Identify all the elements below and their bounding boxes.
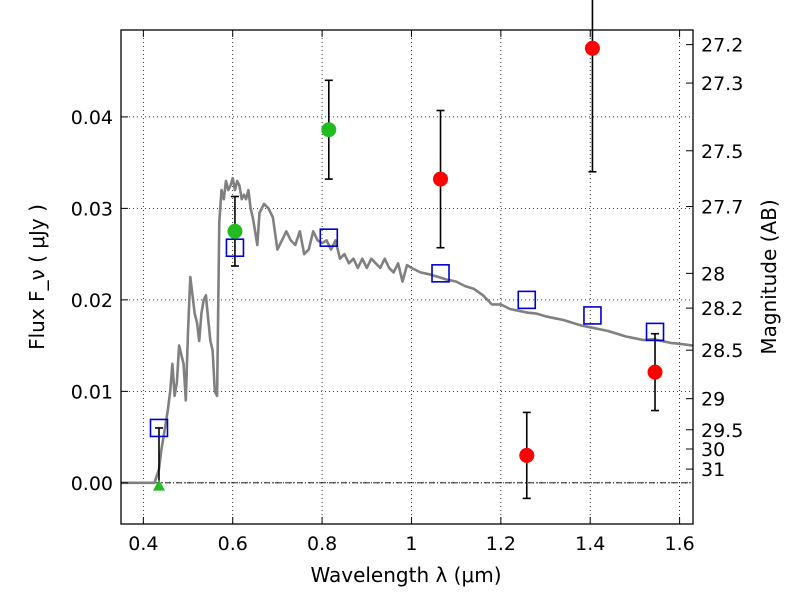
model-flux-square [319,228,339,247]
y2-tick-label: 29 [701,389,725,411]
y2-axis-label: Magnitude (AB) [757,199,781,354]
x-tick-label: 1.4 [575,533,605,555]
y2-tick-label: 28 [701,263,725,285]
y2-tick-label: 27.7 [701,197,743,219]
y2-tick-label: 31 [701,459,725,481]
data-layer [121,176,693,485]
y2-tick-label: 27.3 [701,73,743,95]
y2-tick-label: 27.5 [701,141,743,163]
markers [149,40,665,491]
plot-frame [120,29,694,525]
model-flux-square [225,238,245,258]
x-tick-label: 0.8 [307,533,337,555]
y2-tick-label: 28.2 [701,298,743,320]
model-flux-square [149,418,169,438]
tick-labels: 0.4 0.6 0.8 1 1.2 1.4 1.6 0.00 0.01 0.02 0.03 0.04 2… [71,35,744,555]
upper-limit-triangle [152,479,165,491]
model-flux-square [431,264,450,283]
plot-area [121,30,693,524]
model-flux-square [645,322,665,342]
x-tick-label: 1 [405,533,417,555]
observed-flux-point [519,447,535,463]
x-axis-label: Wavelength λ (μm) [310,563,501,587]
observed-flux-point [433,171,449,187]
x-tick-label: 0.4 [128,533,158,555]
model-flux-square [517,290,537,310]
ticks [121,30,693,524]
observed-flux-point [227,223,243,239]
x-tick-label: 1.6 [664,533,694,555]
observed-flux-point [321,122,337,138]
y-axis-label: Flux F_ν ( μJy ) [25,204,49,350]
observed-flux-point [647,364,663,380]
x-tick-label: 1.2 [486,533,516,555]
observed-flux-point [584,40,600,56]
y-tick-label: 0.03 [71,198,113,220]
x-tick-label: 0.6 [218,533,248,555]
y-tick-label: 0.02 [71,290,113,312]
y2-tick-label: 29.5 [701,420,743,442]
y-tick-label: 0.01 [71,381,113,403]
y2-tick-label: 28.5 [701,340,743,362]
y2-tick-label: 27.2 [701,35,743,57]
y-tick-label: 0.00 [71,473,113,495]
model-flux-square [583,306,602,325]
sed-model-line [121,176,693,485]
y-tick-label: 0.04 [71,107,113,129]
y2-tick-label: 30 [701,439,725,461]
